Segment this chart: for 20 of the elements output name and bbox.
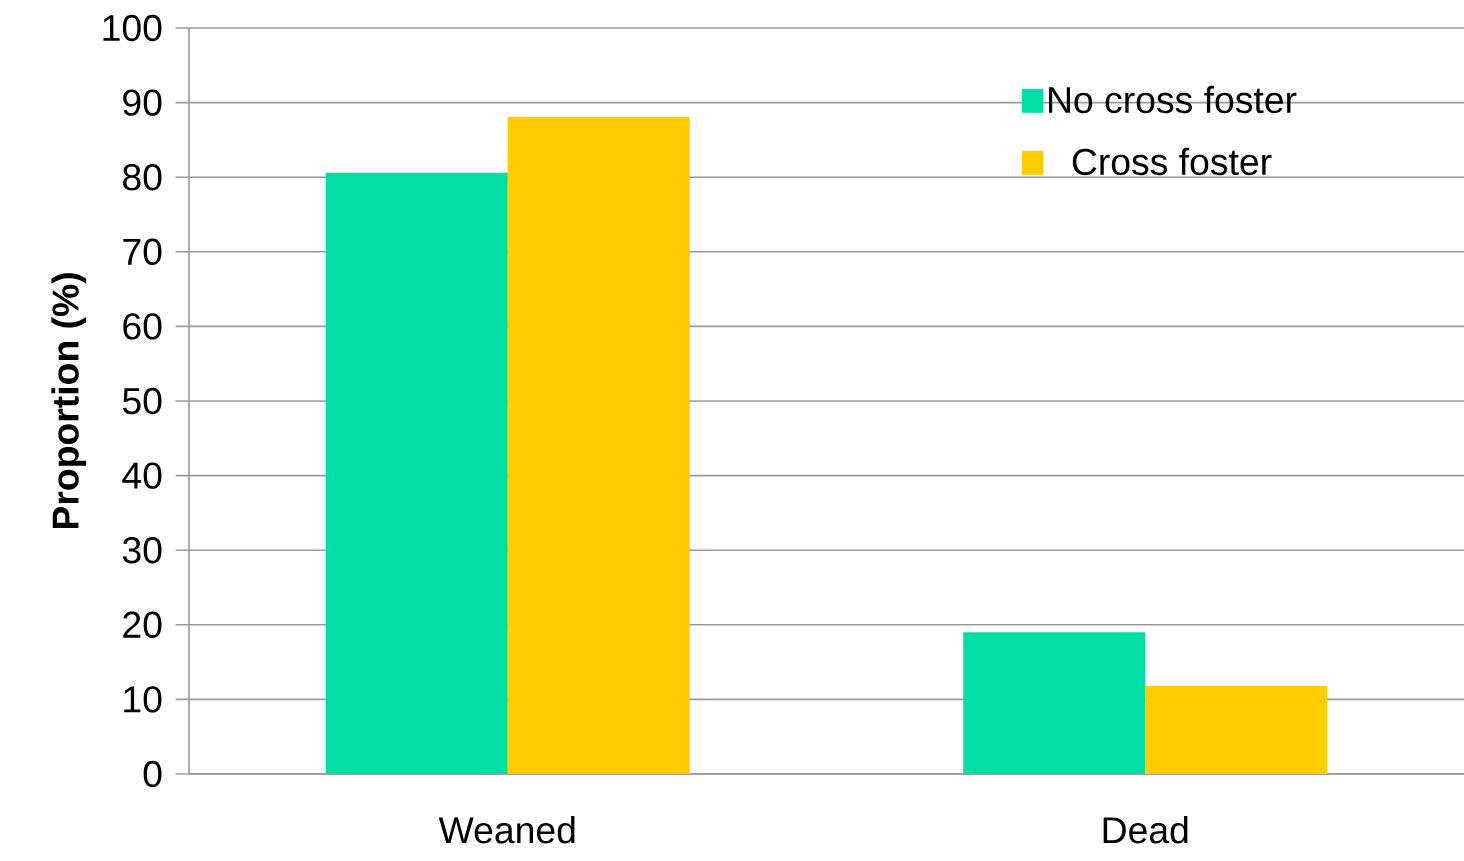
- x-tick-label: Weaned: [438, 816, 575, 844]
- x-tick-label: Dead: [1103, 816, 1188, 844]
- bar: [507, 116, 690, 774]
- y-tick-label: 20: [123, 611, 162, 639]
- y-tick-label: 80: [123, 163, 162, 191]
- y-tick-label: 50: [122, 387, 162, 415]
- legend-label: No cross foster: [1049, 85, 1297, 114]
- y-tick-label: 70: [123, 238, 162, 266]
- y-tick-label: 90: [123, 89, 162, 116]
- y-tick-label: 40: [122, 462, 162, 489]
- y-tick-label: 10: [124, 686, 162, 713]
- bar: [325, 172, 508, 774]
- y-tick-label: 100: [103, 14, 162, 42]
- y-axis-title: Proportion (%): [51, 273, 87, 529]
- bar: [963, 632, 1146, 774]
- legend-label: Cross foster: [1072, 147, 1272, 176]
- bar: [1145, 685, 1328, 774]
- y-tick-label: 60: [123, 313, 162, 340]
- y-tick-label: 30: [122, 537, 162, 564]
- y-tick-label: 0: [143, 760, 162, 788]
